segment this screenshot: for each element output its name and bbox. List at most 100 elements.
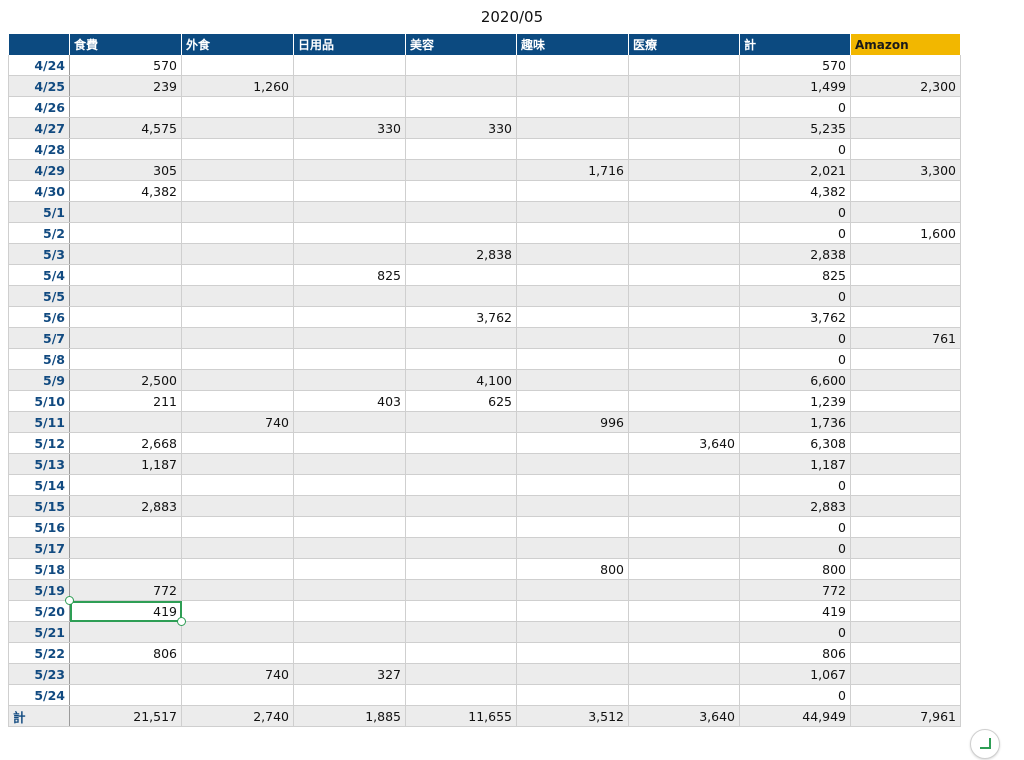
table-cell[interactable]	[850, 600, 961, 622]
table-cell[interactable]	[850, 621, 961, 643]
table-cell[interactable]: 6,308	[739, 432, 851, 454]
table-cell[interactable]	[850, 579, 961, 601]
table-cell[interactable]	[181, 453, 294, 475]
table-cell[interactable]	[850, 138, 961, 160]
table-cell[interactable]	[69, 474, 182, 496]
table-cell[interactable]	[628, 243, 740, 265]
table-cell[interactable]	[405, 327, 517, 349]
table-cell[interactable]	[293, 75, 406, 97]
table-cell[interactable]	[628, 138, 740, 160]
total-cell[interactable]: 44,949	[739, 705, 851, 727]
table-cell[interactable]	[293, 621, 406, 643]
table-cell[interactable]: 570	[739, 55, 851, 76]
total-cell[interactable]: 3,640	[628, 705, 740, 727]
table-cell[interactable]	[628, 663, 740, 685]
table-cell[interactable]	[850, 201, 961, 223]
table-cell[interactable]	[405, 159, 517, 181]
table-cell[interactable]	[516, 600, 629, 622]
table-cell[interactable]: 0	[739, 348, 851, 370]
table-cell[interactable]	[516, 537, 629, 559]
table-cell[interactable]	[516, 138, 629, 160]
row-header-date[interactable]: 5/6	[8, 306, 70, 328]
column-header-corner[interactable]	[8, 34, 70, 55]
table-cell[interactable]	[69, 201, 182, 223]
row-header-date[interactable]: 5/23	[8, 663, 70, 685]
table-cell[interactable]: 825	[293, 264, 406, 286]
row-header-date[interactable]: 5/7	[8, 327, 70, 349]
table-cell[interactable]: 806	[739, 642, 851, 664]
row-header-date[interactable]: 5/14	[8, 474, 70, 496]
table-cell[interactable]	[516, 390, 629, 412]
table-cell[interactable]	[516, 201, 629, 223]
column-header-beauty[interactable]: 美容	[405, 34, 517, 55]
column-header-total[interactable]: 計	[739, 34, 851, 55]
table-cell[interactable]	[405, 432, 517, 454]
table-cell[interactable]	[850, 495, 961, 517]
table-cell[interactable]	[405, 537, 517, 559]
table-cell[interactable]	[628, 537, 740, 559]
table-cell[interactable]	[405, 516, 517, 538]
table-cell[interactable]	[405, 348, 517, 370]
total-cell[interactable]: 2,740	[181, 705, 294, 727]
table-cell[interactable]: 996	[516, 411, 629, 433]
table-cell[interactable]	[850, 369, 961, 391]
table-cell[interactable]	[850, 411, 961, 433]
table-cell[interactable]	[293, 453, 406, 475]
table-cell[interactable]: 806	[69, 642, 182, 664]
table-cell[interactable]	[293, 684, 406, 706]
row-header-date[interactable]: 5/21	[8, 621, 70, 643]
table-cell[interactable]	[405, 474, 517, 496]
table-cell[interactable]: 0	[739, 537, 851, 559]
table-cell[interactable]	[181, 159, 294, 181]
table-cell[interactable]	[293, 55, 406, 76]
table-cell[interactable]	[405, 264, 517, 286]
table-cell[interactable]	[628, 327, 740, 349]
total-cell[interactable]: 11,655	[405, 705, 517, 727]
table-cell[interactable]	[516, 222, 629, 244]
table-cell[interactable]: 570	[69, 55, 182, 76]
table-cell[interactable]	[181, 264, 294, 286]
table-cell[interactable]: 1,736	[739, 411, 851, 433]
row-header-date[interactable]: 5/20	[8, 600, 70, 622]
table-cell[interactable]	[181, 621, 294, 643]
table-cell[interactable]	[405, 285, 517, 307]
table-cell[interactable]	[516, 264, 629, 286]
table-cell[interactable]: 0	[739, 327, 851, 349]
row-header-date[interactable]: 5/18	[8, 558, 70, 580]
row-header-date[interactable]: 5/10	[8, 390, 70, 412]
table-cell[interactable]: 772	[739, 579, 851, 601]
column-header-food[interactable]: 食費	[69, 34, 182, 55]
table-cell[interactable]: 1,600	[850, 222, 961, 244]
table-cell[interactable]	[293, 180, 406, 202]
table-cell[interactable]	[850, 390, 961, 412]
table-cell[interactable]: 211	[69, 390, 182, 412]
table-cell[interactable]: 0	[739, 138, 851, 160]
table-cell[interactable]	[293, 516, 406, 538]
table-cell[interactable]	[516, 579, 629, 601]
table-cell[interactable]	[181, 55, 294, 76]
table-cell[interactable]	[181, 684, 294, 706]
table-cell[interactable]	[181, 222, 294, 244]
table-cell[interactable]	[628, 474, 740, 496]
table-cell[interactable]: 0	[739, 684, 851, 706]
row-header-date[interactable]: 4/26	[8, 96, 70, 118]
table-cell[interactable]	[69, 285, 182, 307]
resize-button[interactable]	[970, 729, 1000, 759]
row-header-date[interactable]: 5/24	[8, 684, 70, 706]
table-cell[interactable]	[405, 684, 517, 706]
table-cell[interactable]	[405, 180, 517, 202]
table-cell[interactable]: 4,382	[69, 180, 182, 202]
table-cell[interactable]: 772	[69, 579, 182, 601]
table-cell[interactable]: 403	[293, 390, 406, 412]
table-cell[interactable]	[850, 243, 961, 265]
table-cell[interactable]	[293, 432, 406, 454]
table-cell[interactable]	[293, 306, 406, 328]
table-cell[interactable]: 1,716	[516, 159, 629, 181]
table-cell[interactable]	[516, 96, 629, 118]
table-cell[interactable]	[293, 159, 406, 181]
row-header-date[interactable]: 5/17	[8, 537, 70, 559]
table-cell[interactable]: 0	[739, 96, 851, 118]
table-cell[interactable]	[850, 96, 961, 118]
row-header-date[interactable]: 5/13	[8, 453, 70, 475]
table-cell[interactable]	[628, 75, 740, 97]
